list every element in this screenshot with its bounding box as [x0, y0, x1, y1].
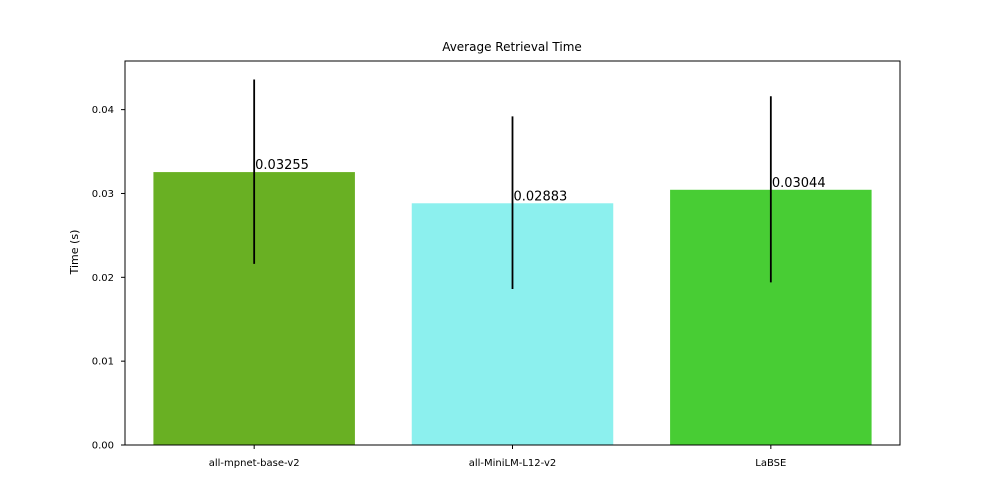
y-tick-label-2: 0.02	[92, 273, 114, 284]
y-tick-label-1: 0.01	[92, 357, 114, 368]
y-tick-label-4: 0.04	[92, 105, 114, 116]
y-tick-label-0: 0.00	[92, 441, 114, 452]
x-axis: all-mpnet-base-v2 all-MiniLM-L12-v2 LaBSE	[209, 445, 786, 469]
x-tick-label-0: all-mpnet-base-v2	[209, 458, 300, 469]
x-tick-label-2: LaBSE	[755, 458, 786, 469]
data-labels-layer: 0.03255 0.02883 0.03044	[255, 158, 825, 204]
data-label-0: 0.03255	[255, 158, 309, 173]
y-tick-label-3: 0.03	[92, 189, 114, 200]
data-label-1: 0.02883	[514, 189, 568, 204]
error-bars-layer	[253, 79, 772, 290]
data-label-2: 0.03044	[772, 176, 826, 191]
y-axis: 0.00 0.01 0.02 0.03 0.04	[92, 105, 125, 452]
plot-frame	[124, 60, 901, 446]
x-tick-label-1: all-MiniLM-L12-v2	[469, 458, 557, 469]
chart-title: Average Retrieval Time	[442, 40, 582, 54]
y-axis-title: Time (s)	[68, 230, 81, 276]
